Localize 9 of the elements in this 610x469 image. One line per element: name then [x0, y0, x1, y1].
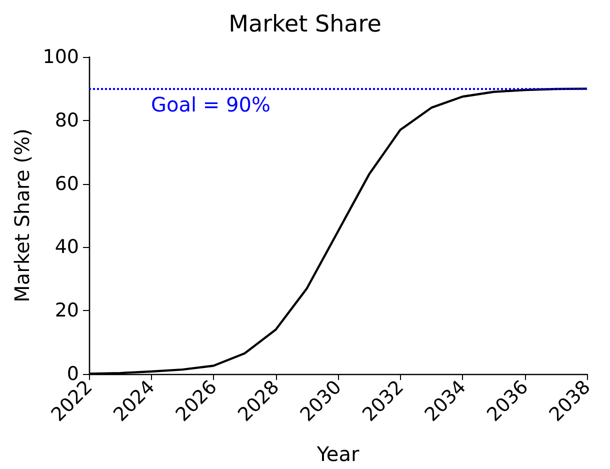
- y-tick-label: 100: [42, 46, 79, 68]
- y-axis-title: Market Share (%): [10, 128, 34, 302]
- y-tick-label: 40: [54, 236, 79, 258]
- y-tick-label: 60: [54, 172, 79, 195]
- y-tick-label: 80: [54, 109, 79, 132]
- ref-line-label: Goal = 90%: [151, 92, 270, 117]
- chart-title: Market Share: [228, 12, 382, 38]
- x-axis-title: Year: [316, 442, 360, 466]
- y-tick-label: 20: [54, 300, 79, 322]
